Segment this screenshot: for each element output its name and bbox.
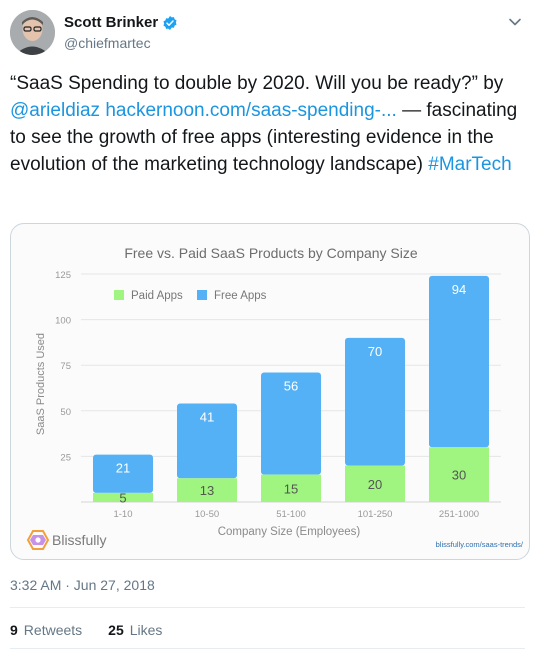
- chevron-down-icon[interactable]: [507, 14, 523, 30]
- data-label-free: 94: [452, 282, 466, 297]
- x-axis-label: Company Size (Employees): [218, 526, 361, 538]
- bar-free-101-250: [345, 337, 405, 466]
- bar-paid-1-10: [93, 492, 153, 502]
- y-tick-label: 100: [55, 316, 71, 327]
- verified-badge-icon: [163, 15, 177, 30]
- tweet-media-image[interactable]: 25 50 75 100 125 21 5 41 13 56 15 70 20 94 30 1-10 10-…: [10, 223, 530, 560]
- mention-link[interactable]: @arieldiaz: [10, 100, 101, 121]
- data-label-paid: 15: [284, 481, 298, 496]
- stacked-bar-chart: 25 50 75 100 125 21 5 41 13 56 15 70 20 94 30 1-10 10-…: [26, 245, 524, 550]
- divider-bottom: [10, 648, 525, 649]
- likes-stat[interactable]: 25 Likes: [108, 622, 162, 638]
- chart-title: Free vs. Paid SaaS Products by Company S…: [124, 245, 418, 261]
- author-handle[interactable]: @chiefmartec: [64, 35, 151, 51]
- y-tick-label: 25: [60, 452, 71, 463]
- data-label-free: 70: [368, 344, 382, 359]
- source-url: blissfully.com/saas-trends/: [436, 540, 524, 549]
- data-label-free: 21: [116, 461, 130, 476]
- data-label-free: 41: [200, 410, 214, 425]
- legend-label-paid: Paid Apps: [131, 290, 183, 302]
- tweet-stats: 9 Retweets 25 Likes: [10, 622, 162, 638]
- y-tick-label: 125: [55, 270, 71, 281]
- retweets-count: 9: [10, 622, 18, 638]
- retweets-stat[interactable]: 9 Retweets: [10, 622, 82, 638]
- bar-free-51-100: [261, 372, 321, 475]
- x-tick-label: 1-10: [113, 509, 132, 520]
- bar-free-251-1000: [429, 275, 489, 448]
- y-axis-label: SaaS Products Used: [35, 333, 47, 435]
- avatar[interactable]: [10, 10, 55, 55]
- legend-swatch-free: [197, 290, 207, 300]
- blissfully-logo-icon: [26, 530, 50, 550]
- brand-name: Blissfully: [52, 532, 106, 548]
- bar-paid-251-1000: [429, 447, 489, 502]
- legend-swatch-paid: [114, 290, 124, 300]
- article-link[interactable]: hackernoon.com/saas-spending-...: [105, 100, 397, 121]
- legend-label-free: Free Apps: [214, 290, 267, 302]
- divider-top: [10, 607, 525, 608]
- data-label-paid: 13: [200, 483, 214, 498]
- x-tick-label: 51-100: [276, 509, 306, 520]
- x-tick-label: 10-50: [195, 509, 219, 520]
- x-tick-label: 101-250: [358, 509, 393, 520]
- bar-paid-101-250: [345, 465, 405, 502]
- author-name[interactable]: Scott Brinker: [64, 14, 159, 31]
- bar-free-10-50: [177, 403, 237, 479]
- tweet-text-start: “SaaS Spending to double by 2020. Will y…: [10, 73, 504, 94]
- tweet-timestamp[interactable]: 3:32 AM · Jun 27, 2018: [10, 577, 155, 593]
- retweets-label: Retweets: [23, 622, 83, 638]
- likes-label: Likes: [129, 622, 163, 638]
- tweet-author: Scott Brinker @chiefmartec: [64, 14, 178, 51]
- bar-paid-10-50: [177, 478, 237, 502]
- bar-free-1-10: [93, 454, 153, 493]
- likes-count: 25: [108, 622, 124, 638]
- tweet-text-rest: — fascinating to see the growth of free …: [10, 100, 518, 175]
- data-label-paid: 20: [368, 477, 382, 492]
- y-tick-label: 75: [60, 361, 71, 372]
- y-tick-label: 50: [60, 407, 71, 418]
- tweet-text: “SaaS Spending to double by 2020. Will y…: [10, 70, 525, 178]
- data-label-paid: 30: [452, 468, 466, 483]
- data-label-paid: 5: [119, 490, 126, 505]
- bar-paid-51-100: [261, 474, 321, 502]
- avatar-image: [10, 10, 55, 55]
- x-tick-label: 251-1000: [439, 509, 479, 520]
- hashtag-link[interactable]: #MarTech: [428, 154, 512, 175]
- author-name-row[interactable]: Scott Brinker: [64, 14, 178, 31]
- data-label-free: 56: [284, 378, 298, 393]
